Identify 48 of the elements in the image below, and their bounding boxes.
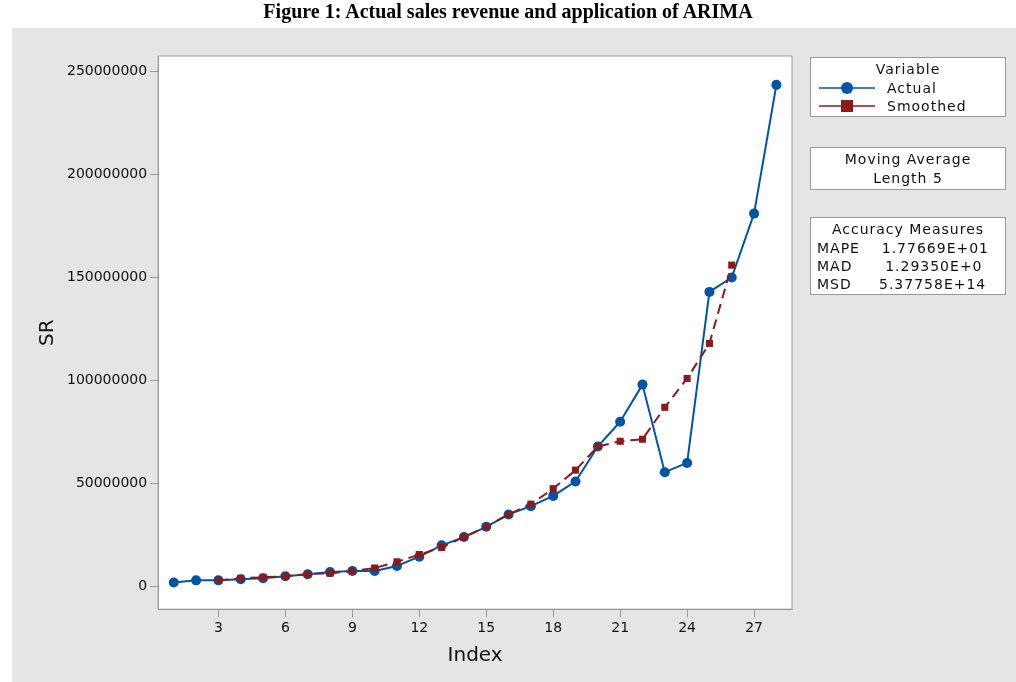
point — [728, 261, 736, 269]
point — [168, 577, 179, 588]
text: MAPE 1.77669E+01 — [817, 240, 991, 256]
text: Accuracy Measures — [830, 221, 986, 237]
point — [637, 379, 648, 390]
point — [616, 437, 624, 445]
x-axis-title: Index — [447, 642, 503, 667]
x-tick-label: 18 — [544, 619, 563, 636]
y-tick-label: 50000000 — [75, 474, 148, 491]
y-tick-label: 150000000 — [66, 268, 148, 285]
point — [570, 476, 581, 487]
text: Moving Average — [843, 151, 973, 167]
x-tick-label: 6 — [280, 619, 290, 636]
x-tick-label: 24 — [678, 619, 697, 636]
x-tick-label: 21 — [611, 619, 630, 636]
chart-title: Figure 1: Actual sales revenue and application of ARIMA — [262, 0, 754, 23]
point — [527, 500, 535, 508]
y-axis-title: SR — [34, 319, 59, 346]
x-tick-label: 15 — [477, 619, 496, 636]
point — [705, 339, 713, 347]
point — [571, 466, 580, 474]
x-tick-label: 12 — [410, 619, 429, 636]
point — [393, 558, 401, 566]
legend-label: Actual — [887, 80, 937, 96]
point — [704, 286, 715, 297]
point — [771, 79, 782, 90]
y-tick-label: 0 — [138, 577, 148, 594]
text: MAD 1.29350E+0 — [817, 258, 984, 274]
text: Length 5 — [872, 170, 944, 186]
point — [638, 435, 646, 443]
y-tick-label: 250000000 — [66, 62, 148, 79]
x-tick-label: 27 — [745, 619, 763, 636]
point — [371, 564, 379, 572]
point — [683, 374, 691, 382]
point — [749, 208, 760, 219]
x-tick-label: 3 — [213, 619, 223, 636]
point — [615, 416, 626, 427]
text: MSD 5.37758E+14 — [817, 276, 988, 292]
y-tick-label: 200000000 — [66, 165, 148, 182]
point — [682, 457, 693, 468]
point — [659, 467, 670, 478]
point — [191, 575, 202, 586]
y-tick-label: 100000000 — [66, 371, 148, 388]
x-tick-label: 9 — [347, 619, 357, 636]
point — [661, 403, 669, 411]
legend-label: Smoothed — [887, 98, 967, 114]
legend-title: Variable — [874, 61, 942, 77]
point — [549, 485, 557, 493]
